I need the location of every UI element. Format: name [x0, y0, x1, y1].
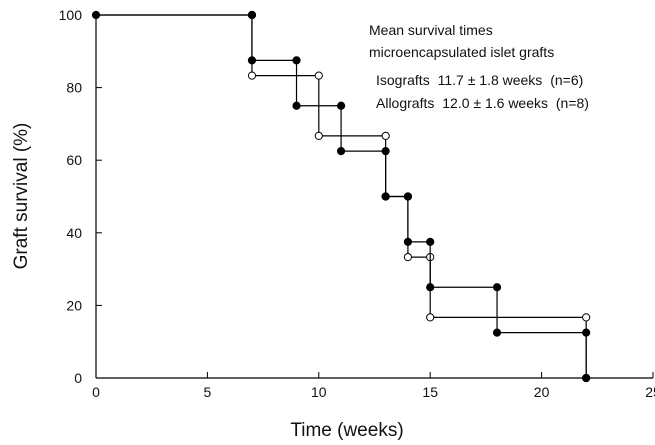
- legend-isografts-label: Isografts: [376, 72, 430, 88]
- series-line-isografts: [96, 14, 587, 378]
- legend-allografts-label: Allografts: [376, 95, 434, 111]
- data-point-isografts: [247, 71, 257, 80]
- data-point-allografts: [381, 147, 390, 156]
- data-point-allografts: [403, 237, 413, 246]
- data-point-allografts: [292, 56, 301, 65]
- legend-isografts-mean: 11.7 ± 1.8 weeks: [438, 72, 543, 88]
- axes: [95, 15, 653, 379]
- data-point-allografts: [492, 283, 502, 292]
- x-tick-label: 10: [311, 384, 327, 400]
- series-isografts: [96, 10, 591, 383]
- data-point-allografts: [492, 328, 502, 337]
- legend-allografts: Allografts 12.0 ± 1.6 weeks (n=8): [376, 95, 589, 111]
- x-axis-title: Time (weeks): [290, 420, 403, 441]
- data-point-allografts: [582, 373, 591, 383]
- series-allografts: [96, 10, 591, 383]
- legend-allografts-mean: 12.0 ± 1.6 weeks: [442, 95, 548, 111]
- x-tick-label: 25: [645, 384, 655, 400]
- series-layer: [91, 10, 591, 383]
- x-tick-label: 20: [534, 384, 550, 400]
- data-point-allografts: [247, 56, 257, 65]
- data-point-allografts: [336, 147, 346, 156]
- data-point-isografts: [582, 313, 591, 322]
- data-point-allografts: [247, 10, 257, 20]
- data-point-allografts: [426, 237, 435, 246]
- data-point-allografts: [292, 101, 301, 110]
- data-point-allografts: [426, 283, 435, 292]
- legend-isografts: Isografts 11.7 ± 1.8 weeks (n=6): [376, 72, 583, 88]
- x-tick-label: 0: [92, 384, 100, 400]
- data-point-isografts: [314, 131, 323, 140]
- data-point-allografts: [336, 101, 346, 110]
- data-point-allografts: [582, 328, 591, 337]
- y-axis-title: Graft survival (%): [11, 123, 32, 270]
- data-point-isografts: [381, 131, 390, 140]
- series-line-allografts: [96, 14, 587, 378]
- y-tick-label: 80: [66, 80, 82, 96]
- x-tick-labels: 0 5 10 15 20 25: [92, 384, 655, 400]
- legend-allografts-n: (n=8): [556, 95, 589, 111]
- x-tick-label: 5: [204, 384, 212, 400]
- y-tick-labels: 0 20 40 60 80 100: [59, 7, 83, 386]
- legend-annotation: Mean survival times microencapsulated is…: [369, 22, 589, 111]
- data-point-isografts: [426, 313, 435, 322]
- y-tick-label: 20: [66, 297, 82, 313]
- annotation-title-line-2: microencapsulated islet grafts: [369, 44, 554, 60]
- data-point-isografts: [314, 71, 323, 80]
- data-point-start: [91, 10, 101, 20]
- y-tick-label: 40: [66, 225, 82, 241]
- legend-isografts-n: (n=6): [550, 72, 583, 88]
- y-tick-label: 100: [59, 7, 83, 23]
- data-point-allografts: [381, 192, 390, 201]
- x-tick-label: 15: [422, 384, 438, 400]
- y-tick-label: 60: [66, 152, 82, 168]
- annotation-title-line-1: Mean survival times: [369, 22, 493, 38]
- data-point-isografts: [403, 253, 413, 262]
- tick-marks: [95, 14, 654, 379]
- data-point-allografts: [403, 192, 413, 201]
- y-tick-label: 0: [74, 370, 82, 386]
